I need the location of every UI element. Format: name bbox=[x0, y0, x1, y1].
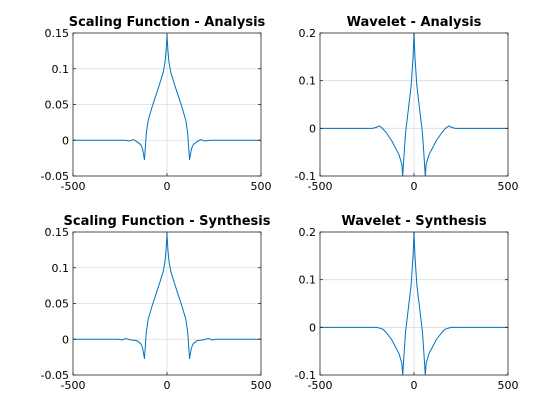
scaling-analysis-ytick-label: 0.15 bbox=[45, 27, 70, 40]
wavelet-synthesis-xtick-label: -500 bbox=[308, 379, 333, 392]
scaling-analysis-xtick-label: 0 bbox=[164, 180, 171, 193]
scaling-synthesis-ytick-label: -0.05 bbox=[41, 369, 69, 382]
wavelet-analysis-ytick-label: -0.1 bbox=[295, 170, 316, 183]
wavelet-analysis-xtick-label: 500 bbox=[498, 180, 519, 193]
scaling-synthesis-ytick-label: 0.05 bbox=[45, 298, 70, 311]
scaling-analysis-xtick-label: -500 bbox=[61, 180, 86, 193]
wavelet-analysis-xtick-label: 0 bbox=[411, 180, 418, 193]
wavelet-synthesis-xtick-label: 0 bbox=[411, 379, 418, 392]
scaling-synthesis-xtick-label: 0 bbox=[164, 379, 171, 392]
scaling-analysis-title: Scaling Function - Analysis bbox=[69, 15, 266, 30]
wavelet-analysis-ytick-label: 0 bbox=[309, 122, 316, 135]
wavelet-synthesis-axes: -500 0 500 -0.1 0 0.1 0.2 Wavelet - Synthesis bbox=[295, 214, 519, 392]
wavelet-analysis-title: Wavelet - Analysis bbox=[347, 15, 482, 30]
scaling-analysis-ytick-label: 0.1 bbox=[52, 63, 70, 76]
scaling-analysis-ytick-label: -0.05 bbox=[41, 170, 69, 183]
wavelet-synthesis-ytick-label: 0.2 bbox=[299, 226, 317, 239]
scaling-synthesis-xtick-label: -500 bbox=[61, 379, 86, 392]
wavelet-synthesis-title: Wavelet - Synthesis bbox=[341, 214, 486, 229]
wavelet-analysis-xtick-label: -500 bbox=[308, 180, 333, 193]
scaling-analysis-ytick-label: 0 bbox=[62, 134, 69, 147]
wavelet-analysis-ytick-label: 0.1 bbox=[299, 75, 317, 88]
scaling-synthesis-ytick-label: 0 bbox=[62, 333, 69, 346]
scaling-synthesis-xtick-label: 500 bbox=[251, 379, 272, 392]
scaling-analysis-xtick-label: 500 bbox=[251, 180, 272, 193]
wavelet-analysis-axes: -500 0 500 -0.1 0 0.1 0.2 Wavelet - Analysis bbox=[295, 15, 519, 193]
wavelet-synthesis-ytick-label: 0 bbox=[309, 321, 316, 334]
wavelet-analysis-ytick-label: 0.2 bbox=[299, 27, 317, 40]
scaling-synthesis-ytick-label: 0.15 bbox=[45, 226, 70, 239]
wavelet-synthesis-ytick-label: 0.1 bbox=[299, 274, 317, 287]
scaling-synthesis-ytick-label: 0.1 bbox=[52, 262, 70, 275]
scaling-synthesis-title: Scaling Function - Synthesis bbox=[64, 214, 271, 229]
wavelet-synthesis-ytick-label: -0.1 bbox=[295, 369, 316, 382]
scaling-analysis-ytick-label: 0.05 bbox=[45, 99, 70, 112]
wavelet-synthesis-xtick-label: 500 bbox=[498, 379, 519, 392]
